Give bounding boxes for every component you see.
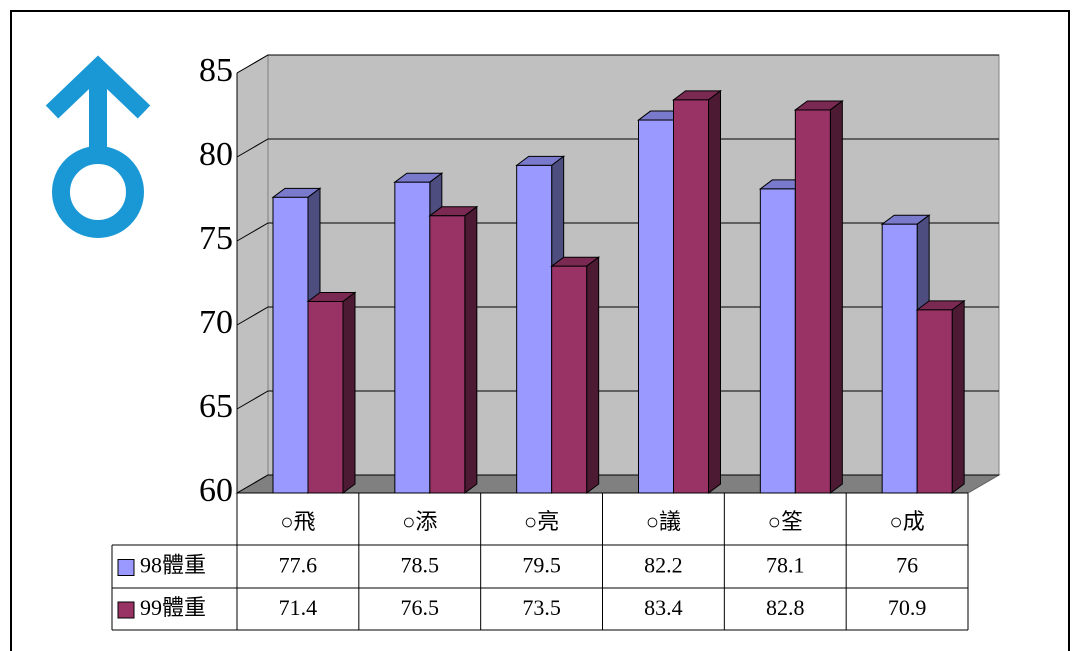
y-tick-label: 65	[199, 388, 233, 425]
bar	[306, 291, 357, 494]
bar	[793, 99, 844, 494]
male-icon	[45, 55, 151, 238]
table-value: 70.9	[888, 595, 927, 620]
table-value: 79.5	[522, 553, 561, 578]
y-tick-label: 60	[199, 472, 233, 509]
legend-label: 99體重	[140, 595, 206, 620]
table-value: 82.8	[766, 595, 805, 620]
y-tick-label: 75	[199, 220, 233, 257]
bar-front	[429, 215, 466, 494]
grid-line	[236, 222, 999, 242]
bar	[672, 89, 722, 494]
bar-side	[464, 205, 478, 494]
bar-front	[638, 119, 674, 494]
table-value: 78.5	[401, 553, 440, 578]
grid-line	[236, 390, 999, 410]
x-tick-label: ○成	[889, 509, 924, 534]
bar-front	[516, 164, 553, 494]
side-wall	[236, 54, 269, 494]
grid-line	[236, 54, 999, 74]
bar-front	[794, 109, 831, 494]
table-value: 78.1	[766, 553, 805, 578]
table-value: 76	[896, 553, 918, 578]
table-value: 77.6	[279, 553, 318, 578]
bar-front	[673, 99, 709, 494]
legend-swatch	[117, 559, 135, 576]
bar-front	[394, 181, 431, 494]
legend-label: 98體重	[140, 553, 206, 578]
y-tick-label: 85	[199, 52, 233, 89]
plot: 60 65 70 75 80 85 ○飛 ○添 ○亮 ○議 ○筌 ○成 98體重 77.6 78.5 79.5…	[111, 52, 1001, 631]
grid-line	[236, 474, 999, 494]
y-tick-label: 70	[199, 304, 233, 341]
grid-line	[236, 138, 999, 158]
grid-line	[236, 306, 999, 326]
bar-front	[307, 300, 344, 494]
table-value: 73.5	[522, 595, 561, 620]
bar-side	[708, 89, 721, 494]
bar	[550, 256, 601, 494]
x-tick-label: ○筌	[768, 509, 803, 534]
x-tick-label: ○飛	[280, 509, 315, 534]
table-value: 83.4	[644, 595, 683, 620]
bar-front	[916, 309, 953, 494]
bar	[428, 205, 479, 494]
table-value: 82.2	[644, 553, 683, 578]
bar-side	[586, 256, 600, 494]
legend-swatch	[117, 601, 135, 619]
bar-side	[342, 291, 356, 494]
table-value: 76.5	[401, 595, 440, 620]
bar-front	[881, 223, 918, 494]
bar-front	[272, 196, 309, 494]
y-tick-label: 80	[199, 136, 233, 173]
x-tick-label: ○亮	[524, 509, 559, 534]
x-tick-label: ○議	[646, 509, 681, 534]
table-value: 71.4	[279, 595, 318, 620]
bar-front	[551, 265, 588, 494]
x-tick-label: ○添	[402, 509, 437, 534]
bar-side	[829, 99, 843, 494]
bar	[915, 299, 966, 494]
bar-front	[759, 188, 796, 494]
bar-side	[951, 299, 965, 494]
